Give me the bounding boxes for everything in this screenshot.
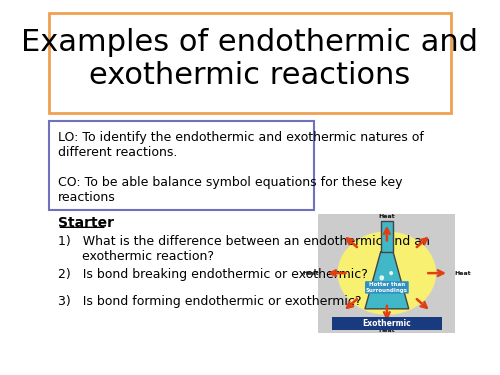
Text: Heat: Heat bbox=[378, 327, 395, 333]
Text: Heat: Heat bbox=[454, 271, 471, 276]
Ellipse shape bbox=[390, 272, 392, 274]
Text: Starter: Starter bbox=[58, 216, 114, 230]
Text: Examples of endothermic and
exothermic reactions: Examples of endothermic and exothermic r… bbox=[22, 28, 478, 90]
FancyBboxPatch shape bbox=[332, 317, 442, 330]
FancyBboxPatch shape bbox=[49, 12, 451, 113]
Text: 2)   Is bond breaking endothermic or exothermic?: 2) Is bond breaking endothermic or exoth… bbox=[58, 268, 368, 282]
Text: 1)   What is the difference between an endothermic and an
      exothermic react: 1) What is the difference between an end… bbox=[58, 235, 430, 263]
Ellipse shape bbox=[380, 276, 384, 280]
Text: Hotter than
Surroundings: Hotter than Surroundings bbox=[366, 282, 408, 293]
Ellipse shape bbox=[338, 231, 436, 315]
Text: Heat: Heat bbox=[303, 271, 320, 276]
FancyBboxPatch shape bbox=[49, 120, 314, 210]
FancyBboxPatch shape bbox=[380, 221, 393, 252]
FancyBboxPatch shape bbox=[318, 213, 456, 333]
Text: Heat: Heat bbox=[378, 214, 395, 219]
Text: LO: To identify the endothermic and exothermic natures of
different reactions.

: LO: To identify the endothermic and exot… bbox=[58, 130, 424, 204]
Text: 3)   Is bond forming endothermic or exothermic?: 3) Is bond forming endothermic or exothe… bbox=[58, 294, 361, 307]
Polygon shape bbox=[365, 252, 409, 309]
Text: Exothermic: Exothermic bbox=[362, 320, 411, 328]
